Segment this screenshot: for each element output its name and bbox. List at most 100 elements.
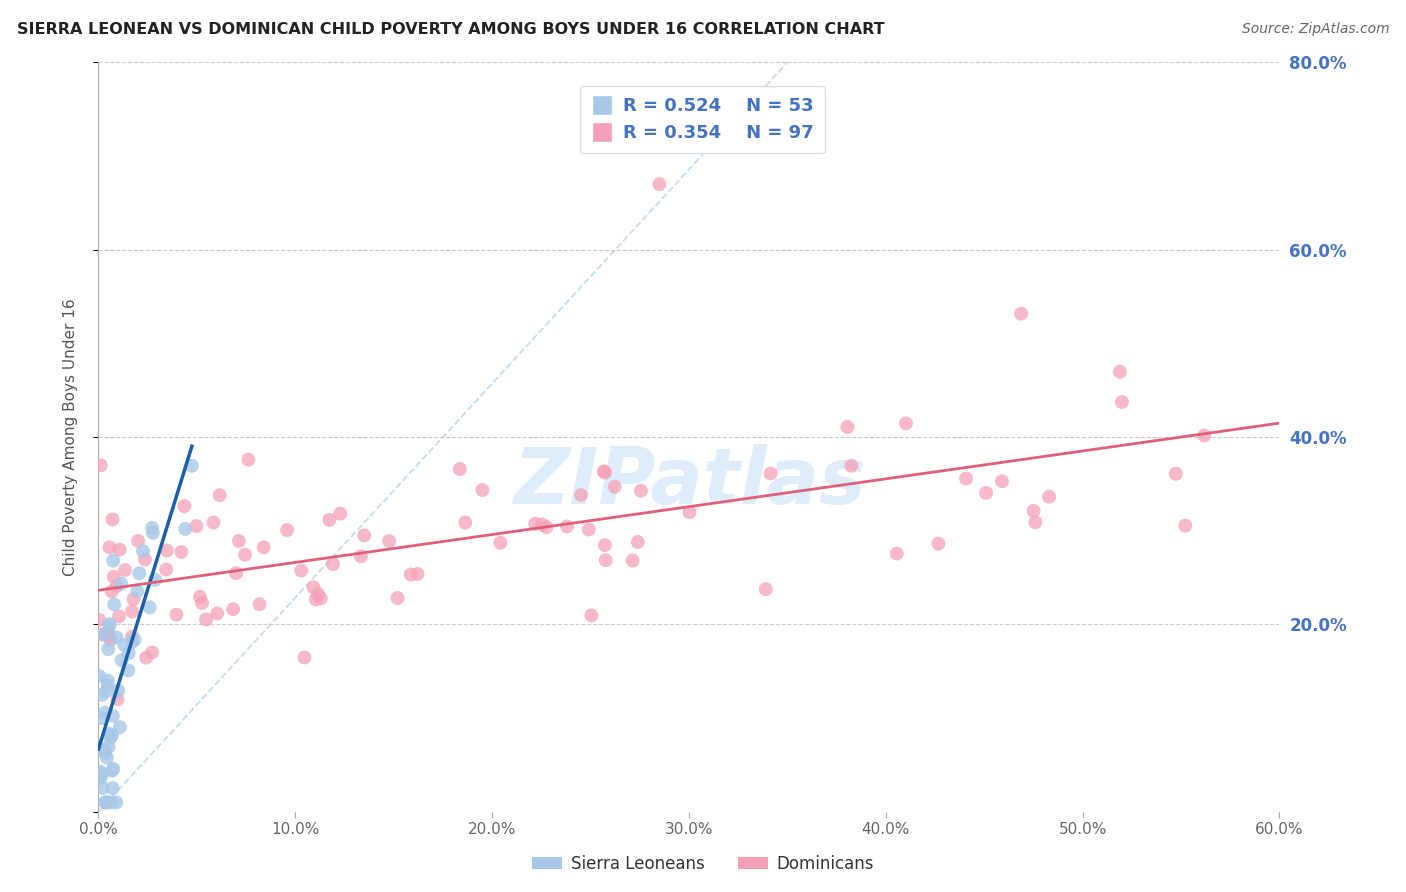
Point — [974, 486, 997, 500]
Point — [96, 796, 118, 810]
Point — [329, 507, 352, 521]
Point — [276, 523, 298, 537]
Point — [107, 692, 129, 706]
Point — [307, 587, 329, 601]
Point — [97, 678, 120, 692]
Point — [839, 458, 862, 473]
Point — [101, 728, 124, 742]
Point — [108, 720, 131, 734]
Point — [630, 483, 652, 498]
Point — [188, 590, 211, 604]
Point — [173, 499, 195, 513]
Point — [202, 516, 225, 530]
Legend: Sierra Leoneans, Dominicans: Sierra Leoneans, Dominicans — [526, 848, 880, 880]
Point — [97, 726, 120, 740]
Point — [621, 553, 644, 567]
Point — [378, 533, 401, 548]
Point — [97, 629, 120, 643]
Point — [627, 535, 650, 549]
Point — [1024, 516, 1046, 530]
Point — [91, 767, 114, 781]
Point — [89, 772, 111, 786]
Point — [406, 566, 429, 581]
Point — [100, 731, 122, 745]
Point — [205, 607, 228, 621]
Point — [1174, 518, 1197, 533]
Point — [97, 625, 120, 640]
Point — [353, 528, 375, 542]
Point — [228, 533, 250, 548]
Point — [124, 632, 146, 647]
Point — [100, 584, 122, 599]
Point — [94, 796, 117, 810]
Point — [89, 669, 111, 683]
Point — [208, 488, 231, 502]
Point — [180, 458, 202, 473]
Point — [97, 739, 120, 754]
Point — [322, 557, 344, 571]
Point — [837, 420, 859, 434]
Point — [581, 608, 603, 623]
Point — [253, 541, 276, 555]
Point — [170, 545, 193, 559]
Point — [1108, 365, 1130, 379]
Point — [100, 796, 122, 810]
Point — [603, 480, 626, 494]
Point — [110, 576, 132, 591]
Point — [191, 596, 214, 610]
Point — [114, 563, 136, 577]
Point — [105, 579, 128, 593]
Point — [991, 475, 1014, 489]
Point — [134, 552, 156, 566]
Point — [112, 638, 135, 652]
Point — [107, 683, 129, 698]
Point — [592, 464, 614, 478]
Point — [98, 617, 121, 632]
Point — [89, 613, 111, 627]
Text: SIERRA LEONEAN VS DOMINICAN CHILD POVERTY AMONG BOYS UNDER 16 CORRELATION CHART: SIERRA LEONEAN VS DOMINICAN CHILD POVERT… — [17, 22, 884, 37]
Point — [648, 177, 671, 191]
Point — [238, 452, 260, 467]
Point — [1111, 395, 1133, 409]
Point — [569, 488, 592, 502]
Point — [97, 642, 120, 657]
Point — [101, 781, 124, 796]
Point — [108, 609, 131, 624]
Point — [91, 627, 114, 641]
Point — [138, 600, 160, 615]
Point — [90, 742, 112, 756]
Point — [387, 591, 409, 605]
Point — [524, 516, 547, 531]
Point — [536, 520, 558, 534]
Point — [91, 711, 114, 725]
Point — [593, 466, 616, 480]
Point — [595, 553, 617, 567]
Point — [225, 566, 247, 580]
Point — [93, 743, 115, 757]
Point — [101, 709, 124, 723]
Point — [302, 580, 325, 594]
Point — [531, 517, 554, 532]
Point — [135, 650, 157, 665]
Point — [96, 796, 118, 810]
Point — [399, 567, 422, 582]
Point — [927, 536, 949, 550]
Point — [578, 523, 600, 537]
Point — [290, 564, 312, 578]
Point — [127, 533, 149, 548]
Point — [222, 602, 245, 616]
Point — [132, 544, 155, 558]
Point — [1022, 504, 1045, 518]
Point — [294, 650, 316, 665]
Point — [96, 683, 118, 698]
Point — [103, 762, 125, 776]
Point — [759, 467, 782, 481]
Point — [155, 562, 177, 576]
Point — [121, 605, 143, 619]
Point — [141, 521, 163, 535]
Point — [103, 598, 125, 612]
Point — [165, 607, 187, 622]
Point — [121, 635, 143, 649]
Point — [101, 512, 124, 526]
Point — [90, 688, 112, 702]
